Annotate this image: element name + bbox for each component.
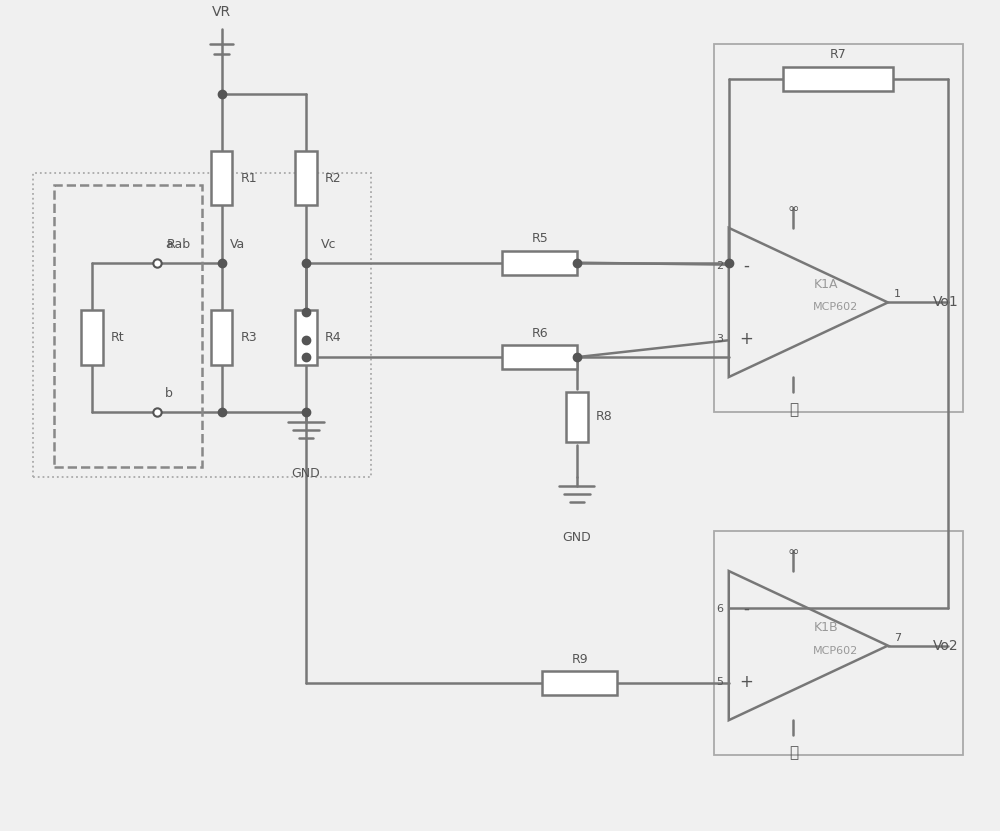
Text: R7: R7 — [830, 48, 847, 61]
Text: a: a — [165, 238, 173, 251]
Text: R6: R6 — [531, 327, 548, 340]
Text: ⏚: ⏚ — [789, 402, 798, 417]
Text: R5: R5 — [531, 233, 548, 245]
Text: 6: 6 — [716, 604, 723, 614]
Text: +: + — [740, 673, 754, 691]
FancyBboxPatch shape — [295, 310, 317, 365]
Text: ∞: ∞ — [788, 545, 799, 559]
Text: -: - — [744, 257, 750, 275]
FancyBboxPatch shape — [211, 310, 232, 365]
Text: 1: 1 — [894, 289, 901, 299]
Text: ∞: ∞ — [788, 202, 799, 216]
Text: Vo1: Vo1 — [933, 296, 958, 309]
Text: MCP602: MCP602 — [813, 302, 859, 312]
Text: ⏚: ⏚ — [789, 745, 798, 760]
Text: Rab: Rab — [167, 238, 191, 251]
Text: Rt: Rt — [111, 331, 125, 344]
Text: GND: GND — [292, 466, 320, 479]
FancyBboxPatch shape — [566, 392, 588, 442]
FancyBboxPatch shape — [211, 150, 232, 205]
FancyBboxPatch shape — [783, 66, 893, 91]
Text: b: b — [165, 387, 173, 401]
Text: R4: R4 — [325, 331, 342, 344]
FancyBboxPatch shape — [542, 671, 617, 696]
Text: Va: Va — [229, 238, 245, 251]
FancyBboxPatch shape — [502, 251, 577, 274]
Text: 3: 3 — [716, 334, 723, 344]
Text: +: + — [740, 330, 754, 348]
Text: R2: R2 — [325, 172, 342, 184]
FancyBboxPatch shape — [81, 310, 103, 365]
Text: Vo2: Vo2 — [933, 638, 958, 652]
Text: K1A: K1A — [813, 278, 838, 291]
Text: 7: 7 — [894, 632, 901, 642]
Text: R1: R1 — [240, 172, 257, 184]
Text: R8: R8 — [595, 411, 612, 423]
Text: K1B: K1B — [813, 622, 838, 634]
Text: GND: GND — [562, 531, 591, 544]
FancyBboxPatch shape — [502, 345, 577, 369]
Text: MCP602: MCP602 — [813, 646, 859, 656]
Text: Vc: Vc — [321, 238, 336, 251]
Text: R3: R3 — [240, 331, 257, 344]
Text: R9: R9 — [571, 653, 588, 666]
Text: 2: 2 — [716, 261, 723, 271]
Text: 5: 5 — [716, 677, 723, 687]
FancyBboxPatch shape — [295, 150, 317, 205]
Text: VR: VR — [212, 5, 231, 19]
Text: -: - — [744, 600, 750, 617]
